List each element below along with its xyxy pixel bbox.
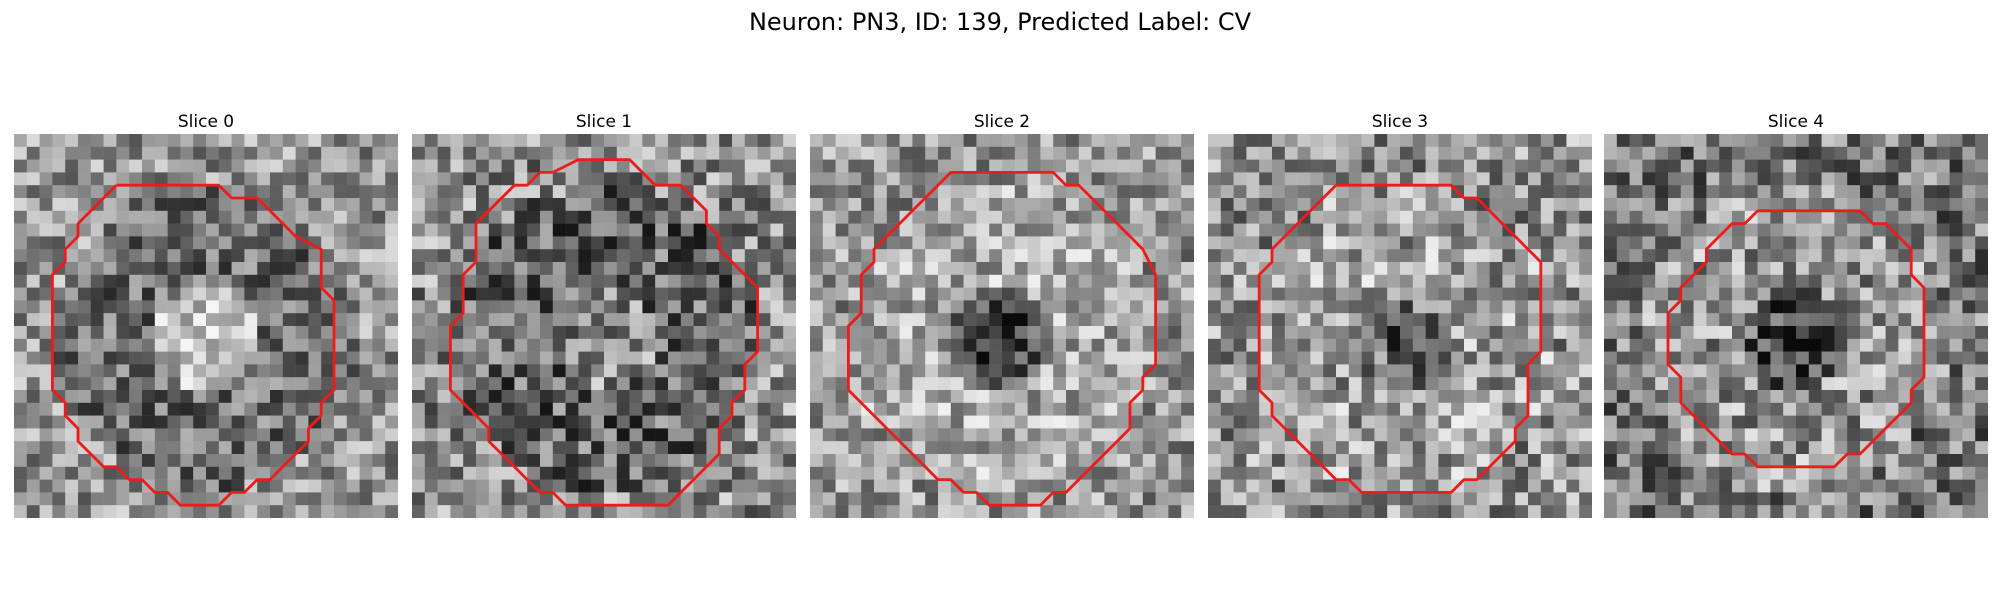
slice-image-2 [810,134,1194,518]
pixel-grid [14,134,398,518]
slice-image-1 [412,134,796,518]
slice-panel-2: Slice 2 [810,112,1194,518]
slice-image-0 [14,134,398,518]
segmentation-contour [1257,183,1543,494]
pixel-grid [810,134,1194,518]
pixel-grid [1208,134,1592,518]
pixel-grid [412,134,796,518]
figure-title: Neuron: PN3, ID: 139, Predicted Label: C… [748,8,1252,36]
slice-image-4 [1604,134,1988,518]
segmentation-contour [1666,209,1926,469]
slice-image-3 [1208,134,1592,518]
segmentation-contour [448,158,760,507]
slice-panel-4: Slice 4 [1604,112,1988,518]
segmentation-contour [50,183,336,507]
slice-title-1: Slice 1 [575,112,633,132]
slice-title-0: Slice 0 [177,112,235,132]
slice-panel-0: Slice 0 [14,112,398,518]
segmentation-contour [846,170,1158,507]
slice-panel-1: Slice 1 [412,112,796,518]
pixel-grid [1604,134,1988,518]
slice-title-4: Slice 4 [1767,112,1825,132]
slice-title-3: Slice 3 [1371,112,1429,132]
slice-panel-3: Slice 3 [1208,112,1592,518]
slice-title-2: Slice 2 [973,112,1031,132]
